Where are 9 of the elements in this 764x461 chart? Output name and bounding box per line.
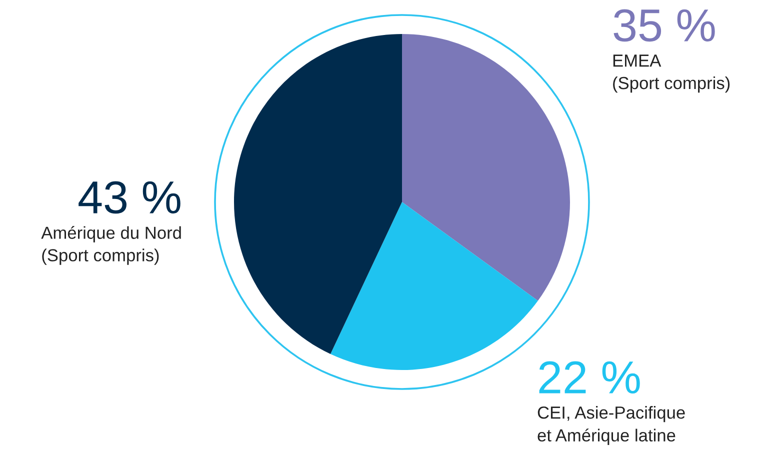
pie-slice: [330, 202, 538, 370]
slice-label: CEI, Asie-Pacifique et Amérique latine: [538, 406, 685, 445]
data-label: 35 %: [614, 9, 715, 42]
pie-slice: [402, 34, 570, 301]
slice-label: Amérique du Nord (Sport compris): [41, 226, 181, 265]
slice-label: EMEA (Sport compris): [613, 54, 730, 93]
data-label: 22 %: [539, 361, 640, 394]
data-label: 43 %: [78, 181, 180, 214]
pie-slice: [234, 34, 402, 354]
